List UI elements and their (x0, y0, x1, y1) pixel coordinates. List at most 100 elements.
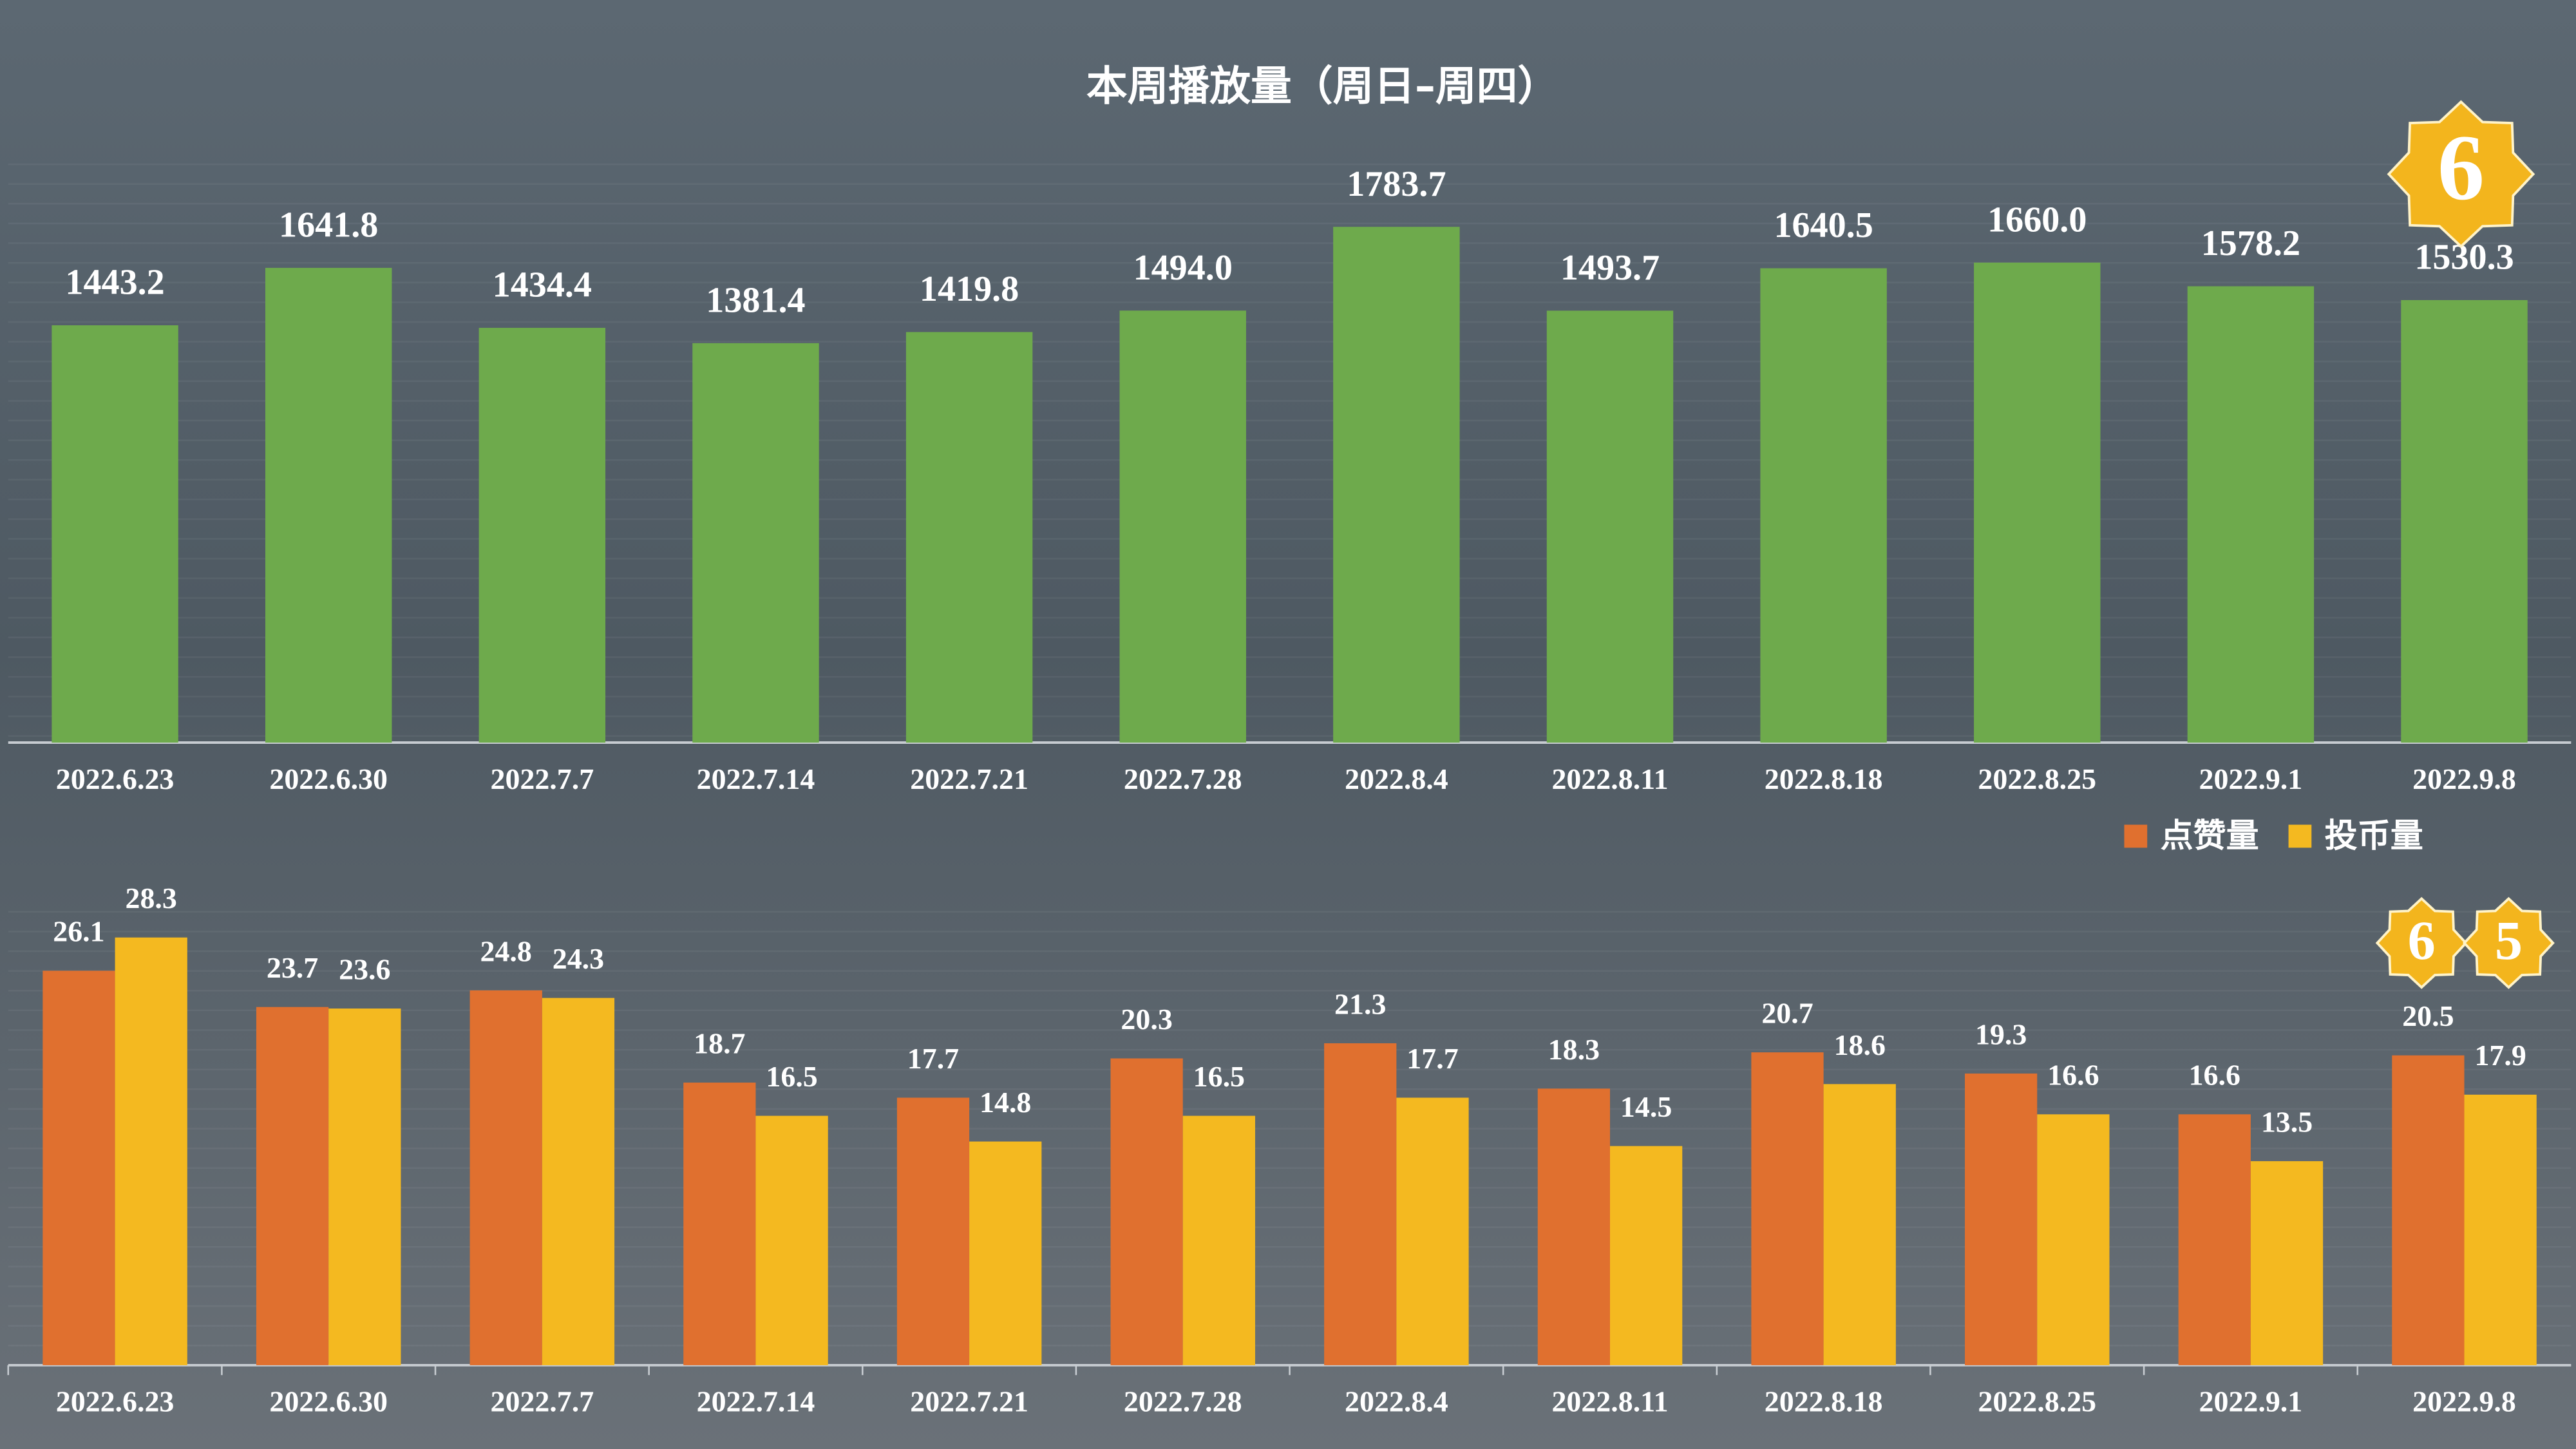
bar (2250, 1161, 2324, 1365)
x-tick-label: 2022.9.8 (2412, 1385, 2516, 1418)
badge-label: 6 (2408, 909, 2436, 971)
bar (1537, 1088, 1610, 1365)
x-tick-label: 2022.6.30 (269, 1385, 388, 1418)
data-label: 1578.2 (2201, 223, 2300, 263)
x-tick-label: 2022.8.25 (1978, 762, 2096, 795)
bar (683, 1083, 756, 1365)
bar (1182, 1115, 1255, 1365)
data-label: 1641.8 (279, 205, 378, 245)
legend-swatch (2288, 824, 2312, 848)
data-label: 18.3 (1548, 1033, 1600, 1066)
bar (115, 937, 187, 1365)
x-tick-label: 2022.9.1 (2199, 762, 2303, 795)
chart-title: 本周播放量（周日–周四） (1086, 62, 1558, 110)
data-label: 1493.7 (1560, 248, 1660, 288)
x-tick-label: 2022.8.11 (1551, 762, 1668, 795)
bar (905, 332, 1033, 743)
bar (1610, 1146, 1683, 1365)
bar (1110, 1058, 1183, 1365)
data-label: 18.6 (1834, 1028, 1886, 1061)
data-label: 21.3 (1334, 987, 1386, 1020)
x-tick-label: 2022.8.18 (1765, 762, 1883, 795)
data-label: 16.6 (2047, 1059, 2099, 1092)
legend-label: 投币量 (2325, 817, 2423, 855)
data-label: 17.9 (2474, 1039, 2526, 1072)
bar (1965, 1073, 2038, 1365)
bar (2178, 1114, 2251, 1365)
x-tick-label: 2022.6.23 (56, 762, 175, 795)
x-tick-label: 2022.7.14 (697, 762, 815, 795)
bar (43, 971, 115, 1365)
data-label: 1640.5 (1774, 205, 1873, 245)
bar (256, 1007, 329, 1365)
bar (1760, 268, 1887, 743)
badge-star (2462, 896, 2555, 989)
bar (328, 1009, 401, 1365)
bar (265, 267, 392, 743)
x-tick-label: 2022.8.4 (1345, 1385, 1448, 1418)
bar (469, 990, 542, 1365)
data-label: 1660.0 (1987, 200, 2087, 240)
data-label: 26.1 (53, 915, 104, 948)
data-label: 20.3 (1121, 1003, 1172, 1036)
data-label: 23.6 (339, 952, 390, 985)
x-tick-label: 2022.7.28 (1124, 1385, 1242, 1418)
x-tick-label: 2022.9.8 (2412, 762, 2516, 795)
bar (1823, 1084, 1896, 1365)
data-label: 17.7 (907, 1042, 959, 1075)
badge-star (2387, 100, 2535, 249)
x-tick-label: 2022.7.7 (491, 1385, 594, 1418)
badge-label: 6 (2438, 115, 2485, 220)
data-label: 1443.2 (65, 263, 164, 303)
legend-label: 点赞量 (2161, 817, 2259, 855)
bar (969, 1141, 1042, 1365)
bar (1974, 262, 2101, 743)
legend-swatch (2124, 824, 2148, 848)
data-label: 16.5 (766, 1060, 817, 1093)
bar (52, 325, 178, 743)
data-label: 20.7 (1761, 996, 1813, 1029)
data-label: 1783.7 (1347, 164, 1446, 204)
bar (2187, 286, 2315, 743)
bar (692, 343, 819, 743)
bar (896, 1097, 970, 1365)
data-label: 1434.4 (493, 265, 592, 305)
bar (1119, 310, 1246, 743)
data-label: 24.8 (480, 934, 532, 967)
bar (755, 1115, 828, 1365)
data-label: 28.3 (126, 882, 177, 914)
data-label: 14.8 (980, 1086, 1031, 1119)
x-tick-label: 2022.7.14 (697, 1385, 815, 1418)
data-label: 24.3 (553, 942, 604, 975)
data-label: 13.5 (2261, 1105, 2313, 1138)
x-tick-label: 2022.8.25 (1978, 1385, 2096, 1418)
x-tick-label: 2022.9.1 (2199, 1385, 2303, 1418)
bar (1324, 1043, 1397, 1365)
data-label: 19.3 (1975, 1018, 2027, 1050)
bar (2401, 299, 2528, 743)
bar (2037, 1114, 2110, 1365)
data-label: 23.7 (267, 951, 318, 984)
x-tick-label: 2022.8.4 (1345, 762, 1448, 795)
bar (2464, 1094, 2537, 1365)
badge-label: 5 (2495, 909, 2523, 971)
badge-star (2375, 896, 2468, 989)
data-label: 16.5 (1193, 1060, 1245, 1093)
bar (1396, 1097, 1469, 1365)
bar (1751, 1052, 1824, 1365)
data-label: 18.7 (694, 1027, 745, 1059)
bar (1546, 310, 1674, 743)
data-label: 20.5 (2402, 999, 2454, 1032)
data-label: 17.7 (1406, 1042, 1458, 1075)
x-tick-label: 2022.7.7 (491, 762, 594, 795)
x-tick-label: 2022.7.21 (910, 762, 1028, 795)
x-tick-label: 2022.7.21 (910, 1385, 1028, 1418)
data-label: 1494.0 (1133, 248, 1233, 288)
x-tick-label: 2022.6.23 (56, 1385, 175, 1418)
data-label: 1419.8 (920, 269, 1019, 309)
data-label: 16.6 (2189, 1059, 2240, 1092)
data-label: 1381.4 (706, 280, 805, 320)
bar (2392, 1055, 2465, 1365)
